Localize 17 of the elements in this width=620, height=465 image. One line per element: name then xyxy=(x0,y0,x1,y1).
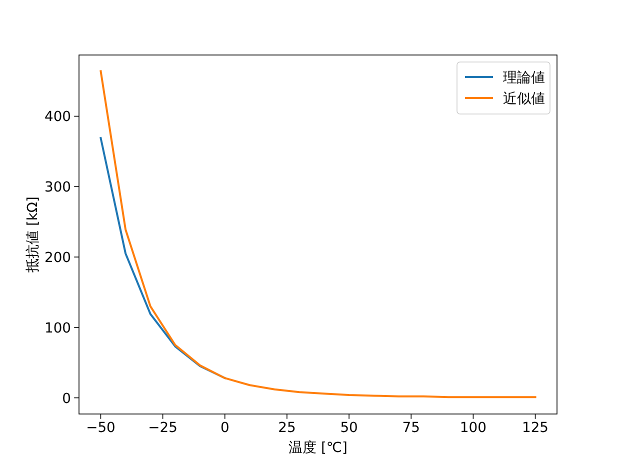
x-tick-label: 0 xyxy=(220,420,230,436)
y-axis-title: 抵抗値 [kΩ] xyxy=(25,196,41,274)
x-tick-label: −25 xyxy=(148,420,178,436)
x-tick-label: 75 xyxy=(402,420,420,436)
x-axis-title: 温度 [℃] xyxy=(288,440,348,456)
x-tick-label: 100 xyxy=(460,420,486,436)
x-tick-label: −50 xyxy=(86,420,116,436)
x-tick-label: 125 xyxy=(522,420,549,436)
legend-label: 理論値 xyxy=(503,70,545,86)
y-tick-label: 100 xyxy=(44,320,71,336)
y-tick-label: 300 xyxy=(44,180,71,196)
legend-label: 近似値 xyxy=(503,91,545,107)
x-tick-label: 25 xyxy=(278,420,296,436)
y-tick-label: 0 xyxy=(62,390,71,407)
y-tick-label: 200 xyxy=(44,250,71,266)
y-tick-label: 400 xyxy=(44,109,71,126)
x-tick-label: 50 xyxy=(340,420,358,436)
